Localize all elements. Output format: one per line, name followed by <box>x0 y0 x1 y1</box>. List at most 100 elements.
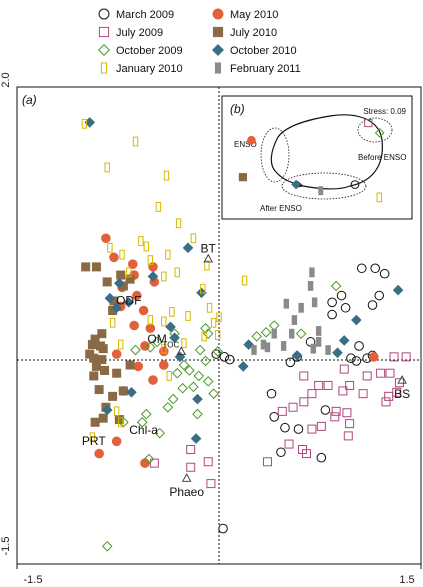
inset-point-march-2009 <box>350 180 360 189</box>
point-july-2009-16 <box>331 406 341 416</box>
variable-label-toc: TOC <box>163 340 180 349</box>
x-tick-max: 1.5 <box>399 574 414 586</box>
point-october-2009-28 <box>154 427 166 439</box>
point-july-2009-11 <box>345 380 355 390</box>
point-march-2009-18 <box>219 352 230 362</box>
point-may-2010-0 <box>101 233 111 244</box>
inset-point-october-2010 <box>291 179 301 190</box>
point-july-2009-20 <box>277 406 287 416</box>
panel-a-label: (a) <box>22 93 37 107</box>
point-january-2010-20 <box>169 306 175 317</box>
point-january-2010-36 <box>214 330 221 340</box>
point-february-2011-15 <box>315 336 322 347</box>
point-march-2009-5 <box>327 297 337 308</box>
point-october-2010-15 <box>237 361 249 372</box>
legend-label-october-2010: October 2010 <box>230 45 297 57</box>
point-october-2009-14 <box>184 365 195 376</box>
point-january-2010-16 <box>204 260 210 271</box>
point-july-2010-8 <box>97 329 107 339</box>
point-october-2010-11 <box>332 347 343 359</box>
point-january-2010-6 <box>190 233 197 244</box>
point-march-2009-24 <box>316 452 327 463</box>
inset-stress-label: Stress: 0.09 <box>363 107 406 116</box>
y-tick-max: 2.0 <box>0 72 12 87</box>
point-july-2010-3 <box>116 270 126 280</box>
point-january-2010-31 <box>113 406 120 417</box>
point-october-2010-2 <box>182 242 194 254</box>
point-october-2010-17 <box>190 433 202 444</box>
point-march-2009-3 <box>374 290 385 301</box>
inset-panel-b: (b) Stress: 0.09 ENSO Before ENSO After … <box>221 95 413 220</box>
point-july-2010-16 <box>91 361 101 371</box>
y-tick-min: -1.5 <box>0 537 12 556</box>
legend-label-october-2009: October 2009 <box>116 45 183 57</box>
point-may-2010-2 <box>128 259 138 269</box>
point-may-2010-20 <box>94 448 104 459</box>
point-february-2011-14 <box>325 345 331 355</box>
point-january-2010-27 <box>109 317 116 328</box>
point-october-2010-18 <box>126 386 137 398</box>
point-october-2009-9 <box>145 341 156 353</box>
variable-label-phaeo: Phaeo <box>169 485 204 499</box>
point-july-2009-5 <box>339 364 349 374</box>
legend-label-february-2011: February 2011 <box>230 63 301 75</box>
inset-annotation-before-enso: Before ENSO <box>358 153 406 162</box>
point-july-2009-18 <box>384 391 394 401</box>
point-october-2010-5 <box>123 297 135 308</box>
point-july-2010-15 <box>97 355 107 365</box>
point-march-2009-8 <box>327 309 337 320</box>
inset-annotation-after-enso: After ENSO <box>260 204 302 213</box>
point-march-2009-7 <box>340 302 351 313</box>
point-march-2009-26 <box>293 424 304 434</box>
point-january-2010-12 <box>147 255 154 265</box>
point-july-2009-1 <box>401 352 411 362</box>
point-february-2011-3 <box>283 298 290 309</box>
point-may-2010-16 <box>158 360 169 370</box>
point-july-2009-15 <box>299 397 309 407</box>
point-july-2010-0 <box>81 262 91 272</box>
point-january-2010-8 <box>107 242 113 253</box>
inset-point-october-2009 <box>374 128 385 138</box>
legend-label-july-2009: July 2009 <box>116 27 163 39</box>
point-july-2010-12 <box>98 344 108 354</box>
point-october-2010-10 <box>291 350 303 361</box>
point-may-2010-22 <box>369 352 379 362</box>
point-july-2009-23 <box>345 419 355 429</box>
point-july-2009-30 <box>262 457 272 467</box>
point-february-2011-11 <box>264 342 271 353</box>
point-july-2009-22 <box>342 408 352 418</box>
point-january-2010-10 <box>143 241 149 252</box>
point-january-2010-1 <box>104 162 110 173</box>
legend-marker-may-2010 <box>212 8 224 20</box>
point-october-2009-20 <box>188 381 199 393</box>
point-march-2009-22 <box>280 422 290 433</box>
point-february-2011-9 <box>280 341 287 351</box>
trajectory-path <box>270 114 383 190</box>
point-february-2011-6 <box>315 326 322 336</box>
point-july-2009-17 <box>381 397 391 407</box>
legend-marker-february-2011 <box>214 62 222 74</box>
point-october-2009-15 <box>178 359 190 371</box>
point-july-2010-20 <box>125 360 135 370</box>
point-october-2010-1 <box>147 271 159 282</box>
point-july-2009-0 <box>389 352 399 362</box>
point-january-2010-18 <box>241 275 248 286</box>
point-march-2009-27 <box>218 523 228 534</box>
point-january-2010-25 <box>210 317 217 328</box>
point-march-2009-21 <box>269 412 280 422</box>
point-january-2010-11 <box>126 267 132 278</box>
point-may-2010-15 <box>133 361 143 372</box>
point-may-2010-10 <box>129 320 139 331</box>
point-may-2010-17 <box>148 375 158 385</box>
legend-label-march-2009: March 2009 <box>116 9 174 21</box>
x-tick-min: -1.5 <box>24 574 43 586</box>
point-july-2009-12 <box>338 386 348 396</box>
variable-label-prt: PRT <box>82 434 106 448</box>
enso-ellipse <box>260 127 290 183</box>
point-january-2010-29 <box>181 338 187 349</box>
inset-annotation-enso: ENSO <box>234 140 257 149</box>
point-october-2010-7 <box>169 332 180 344</box>
point-january-2010-34 <box>89 432 96 443</box>
point-may-2010-14 <box>111 349 122 359</box>
point-january-2010-22 <box>161 316 167 327</box>
